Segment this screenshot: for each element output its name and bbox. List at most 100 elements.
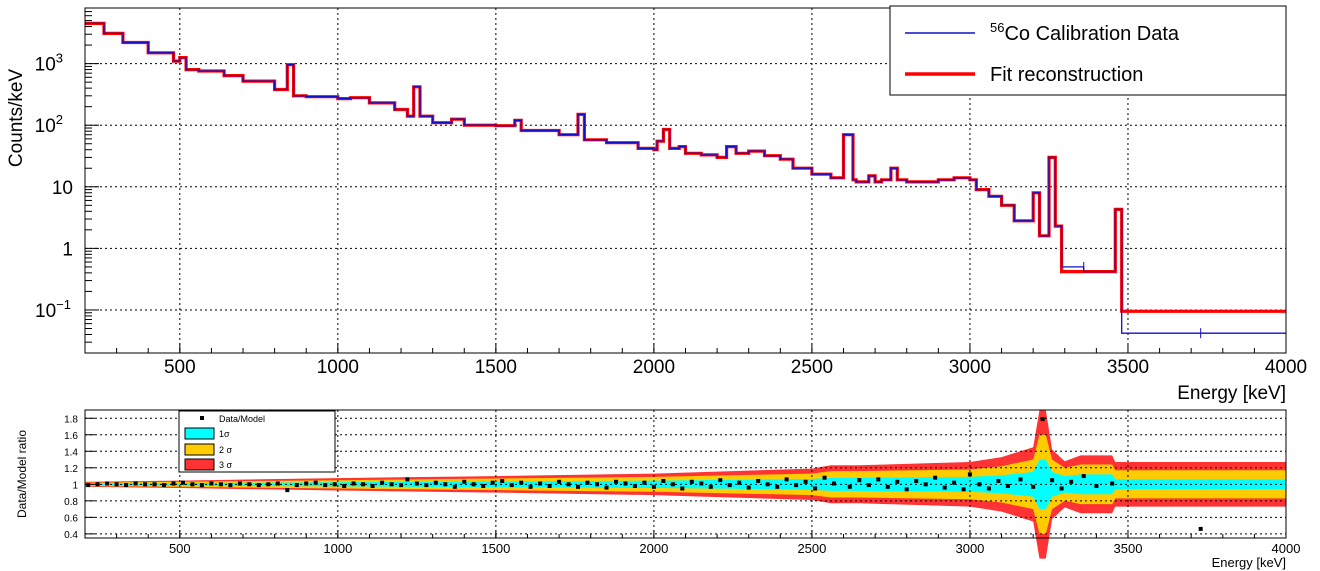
- spectrum-y-tick-label: 103: [35, 51, 63, 76]
- ratio-y-tick-label: 1.2: [64, 464, 78, 475]
- ratio-point: [699, 481, 704, 486]
- legend-data-label: 56Co Calibration Data: [990, 20, 1180, 45]
- ratio-point: [661, 479, 666, 483]
- ratio-point: [952, 480, 957, 485]
- legend-data-label-text: Co Calibration Data: [1004, 23, 1179, 45]
- ratio-point: [651, 484, 656, 489]
- ratio-point: [708, 484, 713, 489]
- ratio-y-ticks: 0.4 0.6 0.8 1 1.2 1.4 1.6 1.8: [64, 414, 95, 541]
- ratio-y-tick-label: 1.4: [64, 447, 78, 458]
- ratio-point: [623, 481, 628, 486]
- ratio-point: [1110, 481, 1115, 486]
- spectrum-y-tick-base: 1: [62, 239, 73, 260]
- ratio-point: [547, 484, 552, 488]
- ratio-y-tick-label: 0.6: [64, 513, 78, 524]
- ratio-y-tick-label: 0.8: [64, 497, 78, 508]
- ratio-point: [152, 482, 157, 487]
- ratio-point: [199, 483, 204, 488]
- ratio-point: [794, 483, 799, 488]
- ratio-point: [847, 484, 852, 489]
- ratio-point: [737, 480, 742, 485]
- ratio-point: [689, 479, 694, 484]
- ratio-point: [433, 480, 438, 485]
- ratio-x-tick-label: 3500: [1114, 541, 1143, 556]
- calibration-data-curve: [85, 22, 1286, 334]
- spectrum-y-tick-label: 1: [62, 239, 73, 260]
- ratio-point: [443, 482, 448, 487]
- ratio-point: [313, 480, 318, 485]
- spectrum-x-tick-label: 3000: [949, 357, 991, 378]
- ratio-point: [576, 484, 580, 489]
- ratio-legend: Data/Model 1σ 2 σ 3 σ: [178, 410, 336, 473]
- legend-3sigma-label: 3 σ: [219, 460, 233, 470]
- spectrum-x-tick-label: 1000: [317, 357, 359, 378]
- ratio-point: [162, 483, 166, 488]
- ratio-point: [967, 472, 972, 477]
- ratio-point: [1040, 417, 1045, 422]
- spectrum-x-tick-label: 4000: [1265, 357, 1307, 378]
- legend-data-label-sup: 56: [990, 20, 1004, 35]
- ratio-point: [1094, 484, 1099, 488]
- ratio-point: [923, 482, 928, 487]
- ratio-point: [414, 481, 419, 486]
- ratio-point: [933, 475, 938, 480]
- ratio-point: [680, 486, 685, 491]
- spectrum-x-axis-label: Energy [keV]: [1177, 383, 1286, 404]
- legend-ratio-marker: [200, 416, 204, 420]
- ratio-point: [1018, 477, 1023, 482]
- ratio-point: [323, 483, 328, 488]
- spectrum-y-tick-base: 10: [35, 116, 56, 137]
- ratio-y-tick-label: 1.8: [64, 414, 78, 425]
- ratio-point: [614, 479, 618, 484]
- ratio-point: [171, 481, 176, 486]
- ratio-point: [746, 485, 751, 490]
- ratio-x-tick-label: 2000: [639, 541, 668, 556]
- ratio-x-axis-label: Energy [keV]: [1212, 555, 1286, 570]
- ratio-x-tick-label: 500: [169, 541, 191, 556]
- spectrum-y-tick-base: 10: [35, 55, 56, 76]
- ratio-point: [904, 487, 909, 492]
- spectrum-x-tick-label: 500: [164, 357, 196, 378]
- ratio-point: [256, 483, 261, 488]
- ratio-point: [424, 483, 429, 488]
- ratio-point: [462, 479, 467, 484]
- spectrum-x-ticks: 500 1000 1500 2000 2500 3000 3500 4000: [116, 343, 1307, 378]
- ratio-point: [756, 479, 761, 483]
- spectrum-legend-box: [889, 5, 1287, 96]
- ratio-point: [642, 480, 647, 485]
- ratio-point: [996, 479, 1001, 483]
- ratio-point: [519, 480, 524, 485]
- ratio-point: [452, 484, 457, 489]
- ratio-x-tick-label: 2500: [797, 541, 826, 556]
- spectrum-legend: 56Co Calibration Data Fit reconstruction: [889, 5, 1287, 96]
- ratio-point: [718, 478, 723, 483]
- ratio-point: [228, 483, 233, 488]
- spectrum-y-tick-label: 102: [35, 112, 63, 137]
- ratio-point: [1005, 484, 1010, 488]
- ratio-point: [332, 482, 337, 487]
- spectrum-x-tick-label: 2500: [791, 357, 833, 378]
- ratio-point: [405, 477, 410, 482]
- ratio-point: [986, 486, 991, 491]
- ratio-x-tick-label: 4000: [1272, 541, 1301, 556]
- ratio-point: [275, 481, 280, 486]
- ratio-x-ticks: 500 1000 1500 2000 2500 3000 3500 4000: [116, 530, 1301, 556]
- spectrum-y-tick-exp: −1: [56, 297, 71, 312]
- ratio-point: [181, 480, 185, 485]
- ratio-point: [832, 481, 836, 486]
- ratio-point: [114, 482, 119, 487]
- spectrum-y-tick-base: 10: [52, 178, 73, 199]
- ratio-y-tick-label: 1: [72, 480, 78, 491]
- ratio-point: [866, 483, 871, 488]
- ratio-point: [914, 479, 919, 483]
- ratio-point: [105, 481, 110, 486]
- ratio-point: [133, 481, 138, 486]
- ratio-point: [95, 482, 100, 487]
- ratio-point: [857, 478, 862, 483]
- ratio-point: [595, 482, 599, 487]
- ratio-point: [803, 479, 808, 484]
- ratio-point: [942, 485, 947, 490]
- ratio-point: [399, 483, 404, 488]
- spectrum-y-tick-exp: 3: [56, 51, 63, 66]
